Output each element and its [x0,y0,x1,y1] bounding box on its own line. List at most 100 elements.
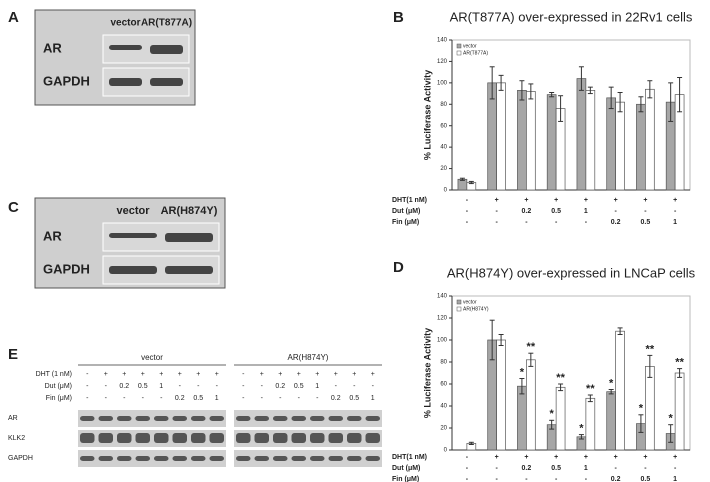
treatment: 1 [215,395,219,402]
x-tick-label: + [643,454,647,461]
blot-band [328,416,343,421]
x-tick-label: + [554,197,558,204]
significance: * [520,366,525,378]
treatment: - [242,371,245,378]
x-tick-label: 0.5 [551,208,561,215]
blot-band [191,456,206,461]
treatment: - [316,395,319,402]
treatment: - [261,395,264,402]
x-tick-label: + [614,454,618,461]
blot-band [172,456,187,461]
treatment: - [86,395,89,402]
blot-band [135,456,150,461]
significance: ** [646,343,655,355]
x-tick-label: 1 [673,219,677,226]
bar [615,101,625,191]
blot-band [172,433,187,443]
x-tick-label: - [466,476,469,482]
bar [576,78,587,191]
bar [526,359,536,451]
x-tick-label: - [674,208,677,215]
treatment: - [86,371,89,378]
blot-strip [78,410,226,427]
row-label: Dut (μM) [45,383,72,390]
blot-band [165,266,213,274]
bar [555,386,566,451]
treatment: + [315,371,319,378]
x-tick-label: + [554,454,558,461]
panel-label: D [393,259,404,276]
error-bar [558,95,564,122]
row-label: KLK2 [8,435,25,442]
blot-band [347,456,362,461]
y-tick-label: 100 [437,338,448,344]
x-tick-label: - [555,219,558,226]
treatment: + [278,371,282,378]
error-bar [677,77,683,113]
treatment: 0.5 [193,395,203,402]
blot-band [154,433,169,443]
error-bar [498,74,504,91]
treatment: 0.2 [119,383,129,390]
legend-swatch [456,43,462,49]
x-tick-label: 1 [584,208,588,215]
row-label: Dut (μM) [392,465,420,472]
y-tick-label: 40 [440,145,447,151]
x-tick-label: + [495,197,499,204]
treatment: 0.2 [331,395,341,402]
x-tick-label: - [466,197,469,204]
error-bar [558,383,564,392]
bar [585,397,596,451]
blot-band [98,456,113,461]
treatment: + [104,371,108,378]
row-label: DHT(1 nM) [392,197,427,204]
blot-band [291,456,306,461]
legend-swatch [456,299,462,305]
x-tick-label: 1 [673,476,677,482]
blot-band [191,416,206,421]
blot-band [236,416,251,421]
error-bar [489,66,495,100]
treatment: + [159,371,163,378]
blot-band [80,433,95,443]
treatment: 1 [371,395,375,402]
treatment: - [353,383,356,390]
bar [585,90,596,191]
treatment: - [261,383,264,390]
error-bar [459,177,465,181]
y-tick-label: 40 [440,404,447,410]
panel-label: A [8,9,19,26]
significance: ** [675,357,684,369]
treatment: + [334,371,338,378]
blot-band [365,416,380,421]
error-bar [528,83,534,100]
x-tick-label: + [614,197,618,204]
legend-swatch [456,50,462,56]
error-bar [608,389,614,395]
lane-label: vector [116,205,150,217]
blot-band [273,456,288,461]
x-tick-label: 0.2 [611,219,621,226]
row-label: AR [43,228,62,243]
error-bar [617,92,623,113]
x-tick-label: - [525,476,528,482]
blot-band [209,456,224,461]
treatment: + [196,371,200,378]
error-bar [549,92,555,98]
x-tick-label: + [495,454,499,461]
error-bar [528,352,534,367]
y-axis-label: % Luciferase Activity [422,328,432,418]
error-bar [647,354,653,378]
blot-band [254,433,269,443]
treatment: - [279,395,282,402]
blot-band [150,45,183,54]
y-tick-label: 80 [440,102,447,108]
treatment: - [105,395,108,402]
treatment: + [260,371,264,378]
blot-band [135,416,150,421]
error-bar [549,419,555,430]
treatment: - [242,383,245,390]
panel-label: B [393,9,404,26]
treatment: - [142,395,145,402]
